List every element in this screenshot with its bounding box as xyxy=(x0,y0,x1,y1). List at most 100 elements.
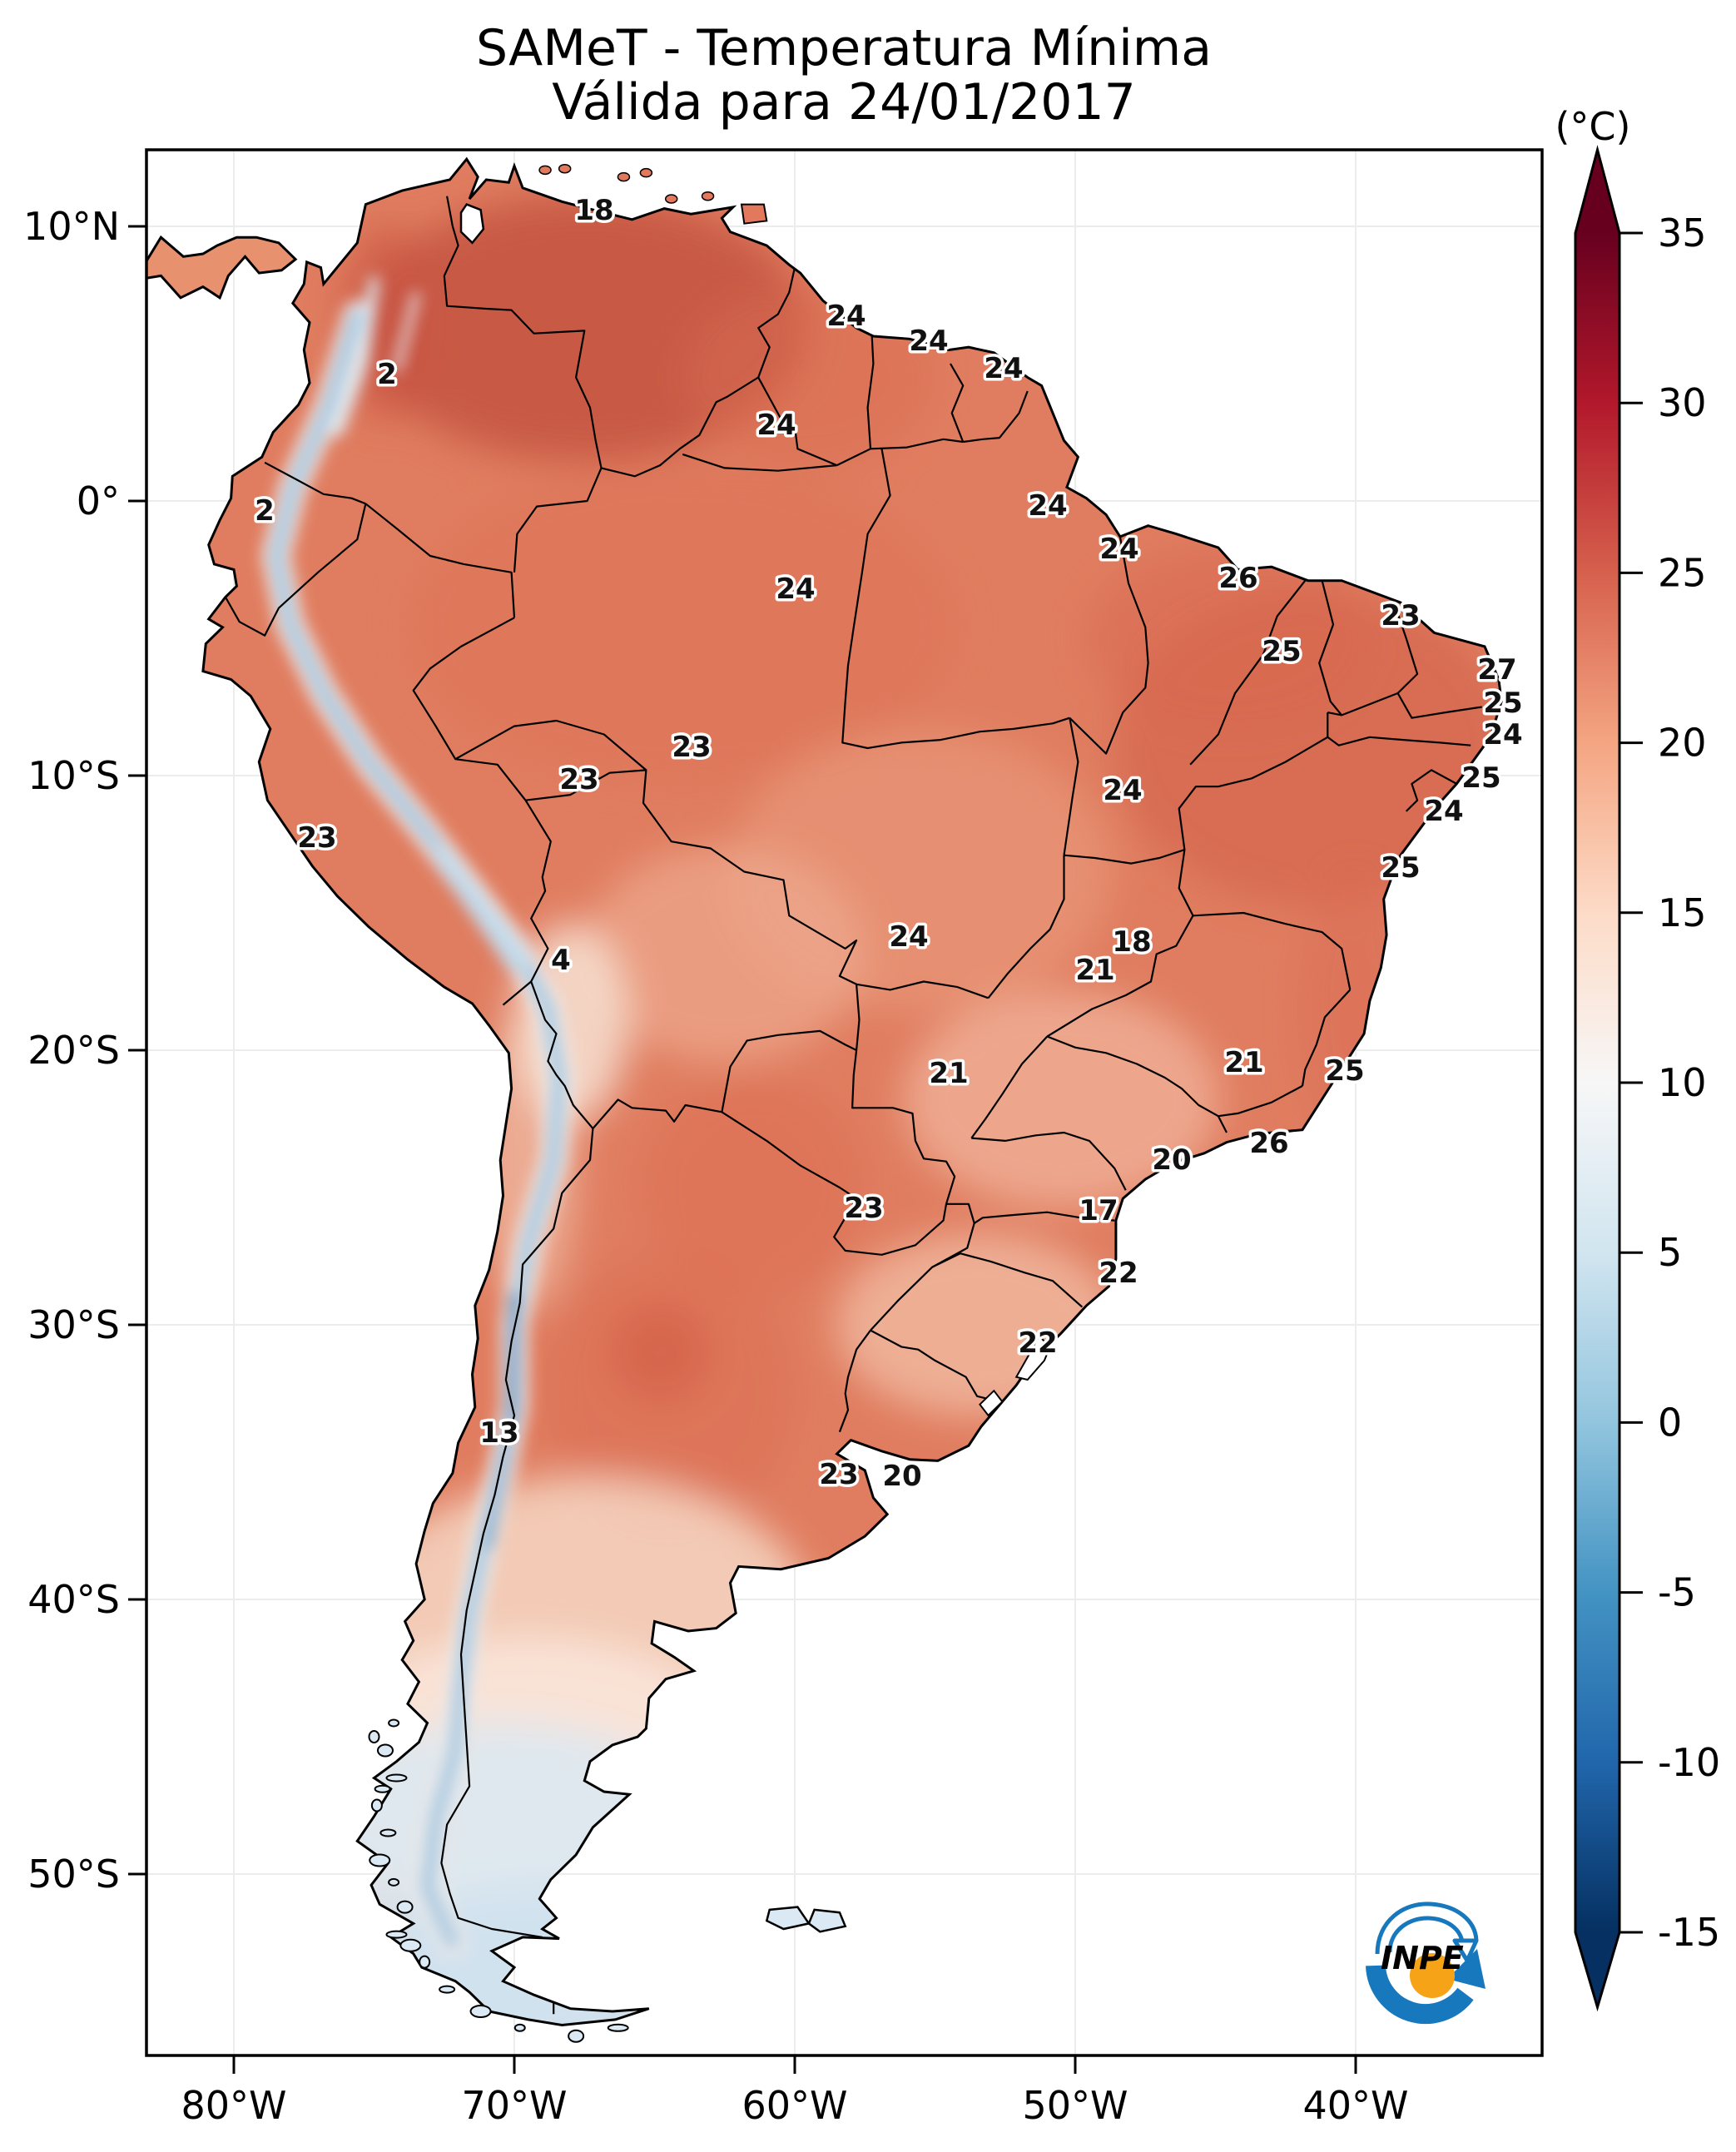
lat-tick-label: 0° xyxy=(77,478,120,523)
temperature-label: 23 xyxy=(1381,599,1420,632)
inpe-logo-hollow-arrow xyxy=(1452,1938,1479,1963)
temperature-label: 26 xyxy=(1218,562,1257,595)
coastline xyxy=(201,156,1503,2027)
temperature-label: 17 xyxy=(1079,1194,1118,1227)
temperature-label: 24 xyxy=(776,573,815,606)
temperature-label: 24 xyxy=(756,409,796,442)
lon-tick-label: 40°W xyxy=(1302,2083,1408,2128)
landmass xyxy=(146,156,1503,2043)
temperature-label: 24 xyxy=(1099,533,1138,566)
lat-tick-label: 20°S xyxy=(27,1028,120,1073)
andes-cold-band xyxy=(261,276,573,1957)
lon-tick-label: 70°W xyxy=(461,2083,567,2128)
falkland-west-island xyxy=(765,1906,811,1931)
lake-maracaibo xyxy=(459,203,485,245)
temperature-label: 13 xyxy=(479,1416,518,1450)
patagonian-islet xyxy=(376,1743,394,1758)
temperature-label: 23 xyxy=(819,1458,858,1491)
caribbean-islet xyxy=(617,171,631,182)
patagonian-islet xyxy=(374,1784,391,1793)
panama-coastline xyxy=(146,235,298,300)
temperature-label: 2 xyxy=(377,358,397,391)
colorbar-tick-label: 20 xyxy=(1658,721,1707,766)
temperature-label: 2 xyxy=(255,494,275,528)
patagonian-islet xyxy=(568,2029,585,2043)
patagonian-islet xyxy=(385,1930,408,1939)
inpe-logo-inner-swirl xyxy=(1387,1916,1465,1953)
lon-tick-label: 80°W xyxy=(181,2083,286,2128)
temperature-label: 25 xyxy=(1381,851,1420,885)
lakes-and-islands xyxy=(368,163,1051,2043)
patagonian-islet xyxy=(439,1985,456,1994)
patagonian-islet xyxy=(399,1938,422,1952)
patagonian-islet xyxy=(469,2005,492,2018)
patagonian-islet xyxy=(513,2023,526,2032)
colorbar-gradient-bar xyxy=(1574,145,1621,2012)
temperature-label: 24 xyxy=(1424,795,1463,828)
temperature-label: 25 xyxy=(1483,687,1522,720)
map-title: SAMeT - Temperatura Mínima xyxy=(476,19,1212,77)
temperature-label: 21 xyxy=(929,1057,968,1090)
colorbar-unit-label: (°C) xyxy=(1555,104,1630,149)
lat-tick-label: 30°S xyxy=(27,1302,120,1347)
colorbar: (°C) 35 30 25 20 15 10 5 0 -5 -10 -15 xyxy=(1555,104,1720,2012)
temperature-label: 26 xyxy=(1249,1127,1288,1160)
temperature-label: 4 xyxy=(551,944,571,977)
lat-tick-label: 40°S xyxy=(27,1577,120,1622)
patagonian-islet xyxy=(419,1955,431,1969)
temperature-label: 24 xyxy=(1028,489,1067,523)
caribbean-islet xyxy=(664,194,678,204)
patagonian-islet xyxy=(368,1730,380,1743)
inpe-logo-outer-swirl xyxy=(1375,1902,1479,1955)
lon-tick-label: 60°W xyxy=(742,2083,847,2128)
patagonian-islet xyxy=(385,1773,408,1783)
temperature-label: 23 xyxy=(559,763,598,796)
colorbar-tick-label: 25 xyxy=(1658,550,1707,595)
temperature-label: 25 xyxy=(1461,761,1500,795)
falkland-east-island xyxy=(807,1908,847,1933)
patagonian-islet xyxy=(388,1877,400,1887)
patagonian-islet xyxy=(379,1828,397,1837)
patagonian-islet xyxy=(369,1853,391,1867)
inpe-logo-orange-dot xyxy=(1410,1953,1455,1998)
colorbar-ticks: 35 30 25 20 15 10 5 0 -5 -10 -15 xyxy=(1619,211,1720,1955)
temperature-label: 25 xyxy=(1262,635,1301,668)
colorbar-tick-label: 10 xyxy=(1658,1060,1707,1105)
temperature-label: 21 xyxy=(1075,954,1114,987)
lagoa-mirim xyxy=(979,1389,1004,1417)
temperature-label: 20 xyxy=(882,1460,921,1493)
caribbean-islet xyxy=(701,191,715,201)
inpe-logo-arrowhead xyxy=(1447,1949,1486,1989)
colorbar-tick-label: -10 xyxy=(1658,1740,1720,1785)
lat-tick-label: 10°S xyxy=(27,753,120,798)
axis-ticks: 80°W 70°W 60°W 50°W 40°W 10°N 0° 10°S 20°S 30°S 40… xyxy=(23,204,1408,2128)
temperature-label: 24 xyxy=(1483,718,1522,751)
colorbar-tick-label: 30 xyxy=(1658,380,1707,425)
patagonian-islet xyxy=(396,1900,414,1914)
caribbean-islet xyxy=(558,163,572,174)
colorbar-tick-label: -5 xyxy=(1658,1570,1696,1615)
temperature-label: 24 xyxy=(826,300,866,333)
patagonian-islet xyxy=(607,2023,629,2032)
temperature-label: 23 xyxy=(844,1192,883,1225)
lat-tick-label: 50°S xyxy=(27,1852,120,1897)
temperature-label: 23 xyxy=(672,731,711,764)
map-subtitle: Válida para 24/01/2017 xyxy=(552,73,1136,131)
temperature-label: 25 xyxy=(1325,1054,1364,1088)
colorbar-tick-label: 35 xyxy=(1658,211,1707,255)
temperature-label: 24 xyxy=(984,352,1023,385)
temperature-label: 20 xyxy=(1152,1143,1191,1177)
colorbar-tick-label: 5 xyxy=(1658,1230,1682,1275)
temperature-label: 21 xyxy=(1224,1046,1263,1079)
patagonian-islet xyxy=(388,1718,400,1728)
temperature-label: 22 xyxy=(1099,1257,1138,1290)
lat-tick-label: 10°N xyxy=(23,204,120,249)
temperature-label: 18 xyxy=(574,194,613,227)
inpe-logo-text: INPE xyxy=(1381,1940,1464,1976)
lagoa-dos-patos xyxy=(1014,1334,1051,1381)
temperature-label: 23 xyxy=(297,821,336,855)
temperature-label: 24 xyxy=(1103,774,1142,807)
